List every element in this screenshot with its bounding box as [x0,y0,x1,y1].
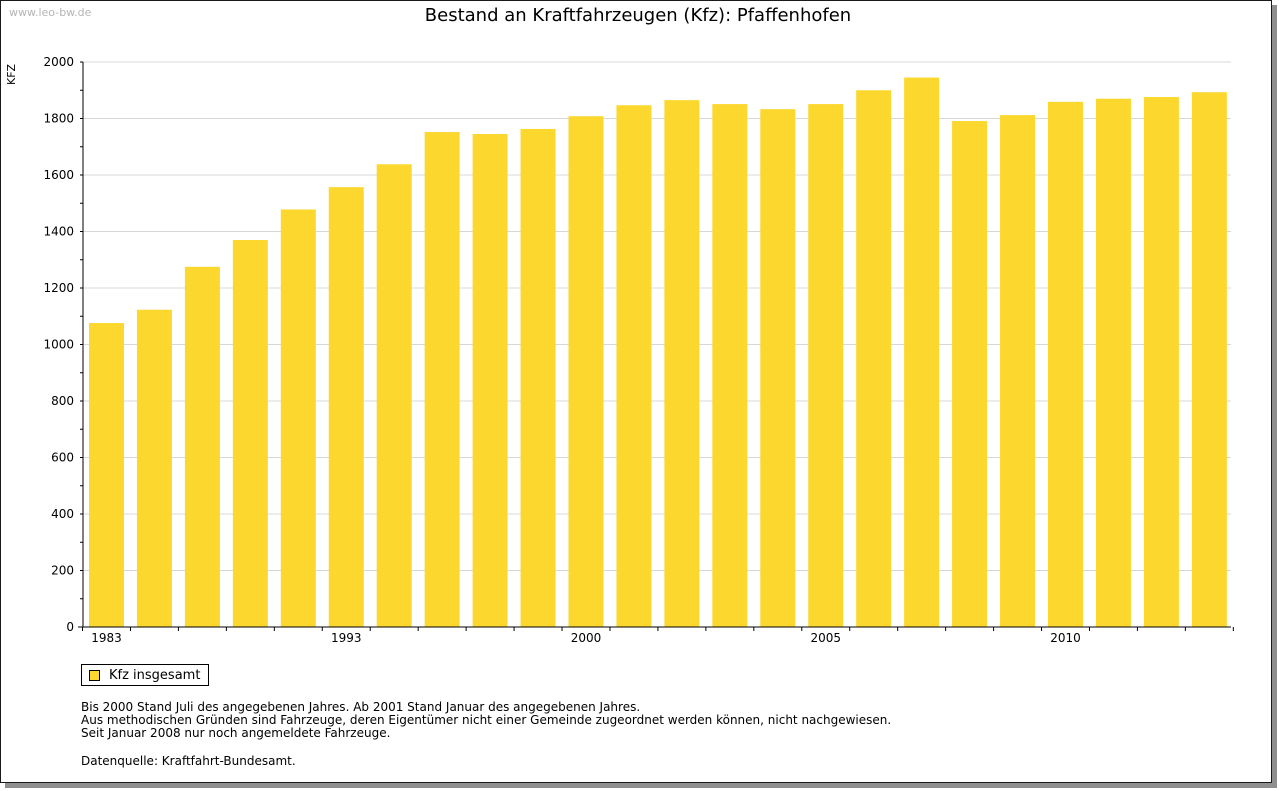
bar [1191,92,1227,628]
bar [136,309,172,627]
bar [808,104,844,627]
axes [78,61,1234,631]
bar [952,121,988,627]
y-tick-label: 200 [51,564,74,578]
bar [376,164,412,627]
bar [760,109,796,628]
y-tick-label: 1600 [43,168,74,182]
footnote-line: Aus methodischen Gründen sind Fahrzeuge,… [81,713,892,727]
x-tick-label: 2010 [1050,631,1081,645]
y-tick-label: 600 [51,451,74,465]
x-ticks: 1983 1993 2000 2005 2010 [91,631,1081,645]
bar [89,323,124,627]
y-tick-label: 1200 [43,281,74,295]
data-source: Datenquelle: Kraftfahrt-Bundesamt. [81,754,296,768]
x-tick-label: 2000 [571,631,602,645]
y-tick-label: 0 [66,620,74,634]
bar [1000,115,1036,628]
y-tick-label: 1000 [43,338,74,352]
watermark: www.leo-bw.de [9,6,92,19]
legend-label: Kfz insgesamt [109,667,201,683]
bar [1095,98,1131,628]
y-tick-label: 800 [51,394,74,408]
bar [184,266,220,627]
legend: Kfz insgesamt [81,664,210,686]
bars [89,77,1227,628]
y-tick-label: 2000 [43,55,74,69]
legend-swatch [89,669,100,681]
bar [472,134,508,627]
chart-title: Bestand an Kraftfahrzeugen (Kfz): Pfaffe… [424,5,852,26]
bar [520,128,556,627]
x-tick-label: 1983 [91,631,122,645]
bar [856,90,892,627]
y-ticks: 0 200 400 600 800 1000 1200 1400 1600 1800 2000 [43,55,74,634]
y-tick-label: 1400 [43,225,74,239]
y-tick-label: 1800 [43,112,74,126]
footnotes: Bis 2000 Stand Juli des angegebenen Jahr… [81,701,891,740]
bar [664,100,700,627]
bar [1048,101,1083,627]
bar-chart: 0 200 400 600 800 1000 1200 1400 1600 1800 2000 19… [43,55,1234,645]
bar [1143,97,1179,627]
bar [568,116,604,628]
bar [904,77,940,628]
bar [280,209,316,627]
footnote-line: Seit Januar 2008 nur noch angemeldete Fa… [81,726,391,740]
bar [712,104,748,627]
bar [424,132,460,627]
x-tick-label: 1993 [331,631,362,645]
bar [328,187,364,627]
gridlines [83,61,1231,571]
bar [232,239,268,627]
bar [616,105,652,627]
x-tick-label: 2005 [810,631,841,645]
y-tick-label: 400 [51,507,74,521]
footnote-line: Bis 2000 Stand Juli des angegebenen Jahr… [81,700,641,714]
